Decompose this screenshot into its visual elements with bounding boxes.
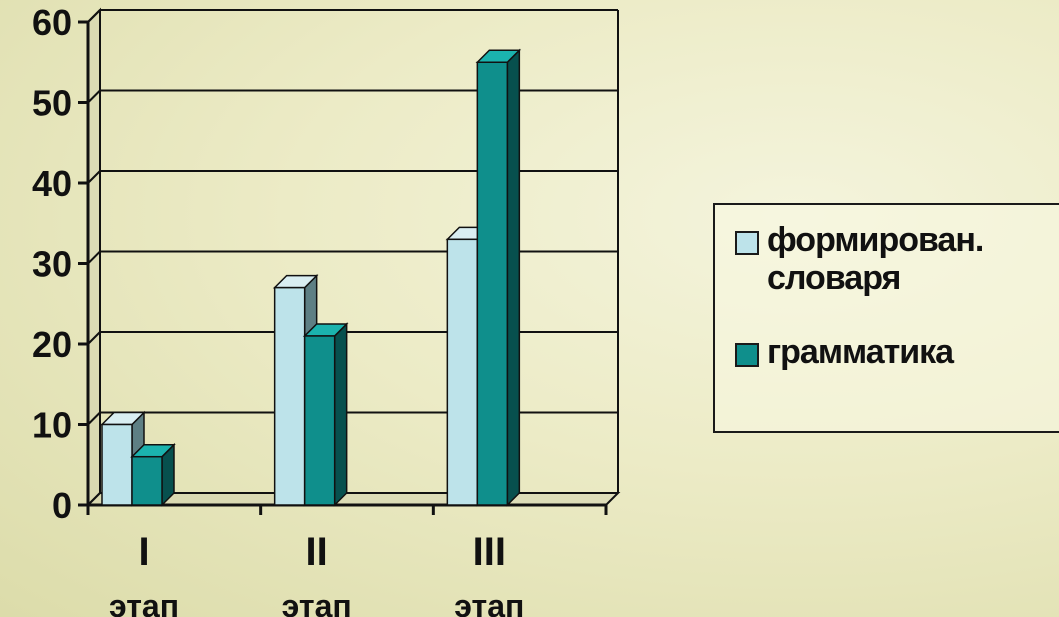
bar-side-1-2 bbox=[506, 48, 521, 507]
y-tick-label: 40 bbox=[32, 163, 72, 204]
bar-1-0 bbox=[131, 455, 163, 506]
x-tick-label-1-numeral: II bbox=[306, 530, 328, 574]
gridline-side bbox=[87, 411, 101, 426]
legend-label-grammar: грамматика bbox=[767, 333, 954, 371]
bar-1-2 bbox=[476, 61, 509, 506]
y-tick-label: 20 bbox=[32, 324, 72, 365]
bar-0-1 bbox=[273, 286, 306, 506]
legend-swatch-grammar bbox=[735, 343, 759, 367]
gridline-side bbox=[87, 89, 101, 104]
bar-1-1 bbox=[303, 335, 336, 506]
chart-legend: формирован. словаря грамматика bbox=[713, 203, 1059, 433]
bar-0-0 bbox=[101, 423, 133, 506]
y-tick-label: 30 bbox=[32, 244, 72, 285]
bar-0-2 bbox=[446, 238, 479, 506]
y-tick-label: 10 bbox=[32, 405, 72, 446]
legend-item-grammar: грамматика bbox=[735, 333, 954, 371]
legend-label-vocabulary-line2: словаря bbox=[767, 259, 901, 297]
legend-label-vocabulary-line1: формирован. bbox=[767, 221, 984, 259]
gridline-side bbox=[87, 170, 101, 184]
legend-item-vocabulary: формирован. словаря bbox=[735, 221, 984, 297]
x-tick-label-1-word: этап bbox=[282, 588, 352, 617]
bar-side-1-1 bbox=[333, 322, 348, 507]
gridline-side bbox=[87, 9, 101, 23]
x-tick-label-0-word: этап bbox=[109, 588, 179, 617]
y-tick-label: 0 bbox=[52, 485, 72, 526]
x-tick-label-0-numeral: I bbox=[138, 530, 149, 574]
gridline-side bbox=[87, 250, 101, 265]
x-tick-label-2-word: этап bbox=[454, 588, 524, 617]
legend-swatch-vocabulary bbox=[735, 231, 759, 255]
y-tick-label: 60 bbox=[32, 2, 72, 43]
x-tick-label-2-numeral: III bbox=[473, 530, 506, 574]
gridline-side bbox=[87, 331, 101, 345]
y-tick-label: 50 bbox=[32, 83, 72, 124]
